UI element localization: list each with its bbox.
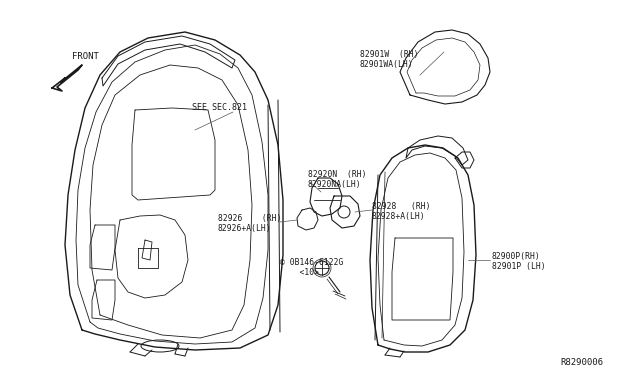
- Text: 82920N  (RH)
82920NA(LH): 82920N (RH) 82920NA(LH): [308, 170, 367, 189]
- Text: 82928   (RH)
82928+A(LH): 82928 (RH) 82928+A(LH): [372, 202, 431, 221]
- Text: © 0B146-6122G
    <10>: © 0B146-6122G <10>: [280, 258, 344, 278]
- Text: 82900P(RH)
82901P (LH): 82900P(RH) 82901P (LH): [492, 252, 546, 272]
- Text: SEE SEC.821: SEE SEC.821: [192, 103, 247, 112]
- Text: 82901W  (RH)
82901WA(LH): 82901W (RH) 82901WA(LH): [360, 50, 419, 70]
- Text: 82926    (RH)
82926+A(LH): 82926 (RH) 82926+A(LH): [218, 214, 282, 233]
- Text: FRONT: FRONT: [72, 52, 99, 61]
- Text: R8290006: R8290006: [560, 358, 603, 367]
